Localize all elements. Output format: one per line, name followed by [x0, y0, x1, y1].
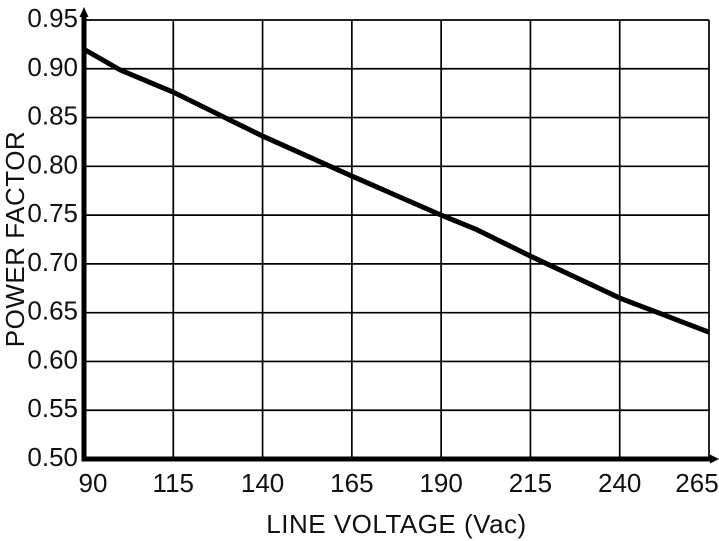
- y-tick-label: 0.80: [27, 149, 78, 179]
- y-tick-label: 0.70: [27, 247, 78, 277]
- y-tick-label: 0.65: [27, 296, 78, 326]
- power-factor-curve: [82, 47, 710, 335]
- y-axis-arrow-icon: [79, 7, 89, 17]
- x-axis-title: LINE VOLTAGE (Vac): [266, 509, 527, 539]
- x-tick-label: 165: [330, 468, 373, 498]
- y-tick-label: 0.75: [27, 198, 78, 228]
- y-axis-title: POWER FACTOR: [0, 130, 30, 348]
- y-tick-label: 0.95: [27, 3, 78, 33]
- y-tick-label: 0.85: [27, 101, 78, 131]
- x-tick-label: 90: [79, 468, 108, 498]
- y-tick-label: 0.55: [27, 393, 78, 423]
- y-tick-label: 0.50: [27, 442, 78, 472]
- x-tick-label: 265: [675, 468, 718, 498]
- x-tick-label: 140: [241, 468, 284, 498]
- x-tick-label: 115: [153, 468, 194, 498]
- y-tick-label: 0.90: [27, 52, 78, 82]
- x-axis-arrow-icon: [710, 454, 719, 464]
- x-tick-label: 190: [419, 468, 462, 498]
- x-tick-label: 215: [509, 468, 552, 498]
- x-tick-label: 240: [598, 468, 641, 498]
- y-tick-label: 0.60: [27, 344, 78, 374]
